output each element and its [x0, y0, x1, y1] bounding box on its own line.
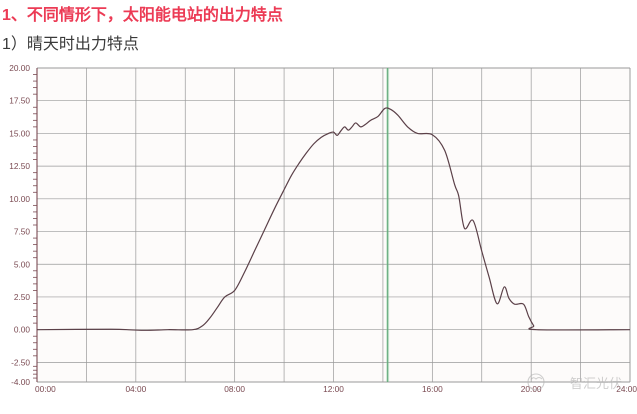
svg-text:15.00: 15.00 [9, 128, 30, 138]
svg-text:17.50: 17.50 [9, 96, 30, 106]
svg-text:2.50: 2.50 [14, 292, 31, 302]
svg-text:7.50: 7.50 [14, 227, 31, 237]
svg-text:16:00: 16:00 [422, 384, 443, 394]
svg-text:20.00: 20.00 [9, 63, 30, 73]
svg-text:12.50: 12.50 [9, 161, 30, 171]
svg-text:5.00: 5.00 [14, 259, 31, 269]
svg-text:04:00: 04:00 [125, 384, 146, 394]
svg-text:智汇光伏: 智汇光伏 [570, 376, 622, 391]
svg-text:12:00: 12:00 [323, 384, 344, 394]
svg-text:08:00: 08:00 [224, 384, 245, 394]
svg-text:-4.00: -4.00 [11, 377, 30, 387]
svg-text:00:00: 00:00 [35, 384, 56, 394]
svg-text:10.00: 10.00 [9, 194, 30, 204]
svg-text:0.00: 0.00 [14, 325, 31, 335]
svg-text:-2.50: -2.50 [11, 357, 30, 367]
